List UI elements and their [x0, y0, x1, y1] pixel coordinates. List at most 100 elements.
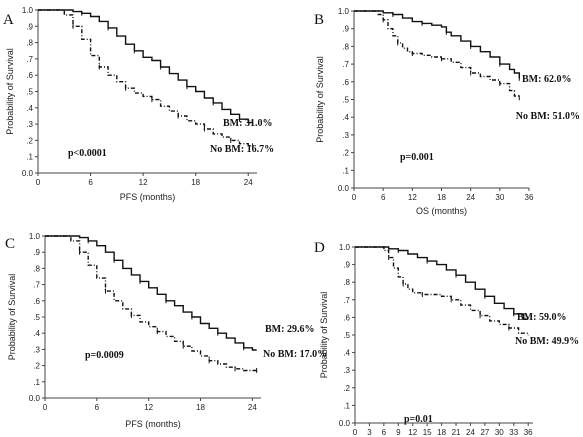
x-tick-label: 9 [396, 428, 401, 437]
y-tick-label: 1.0 [339, 243, 351, 252]
y-tick-label: .1 [26, 153, 33, 162]
x-tick-label: 30 [495, 193, 504, 202]
x-tick-label: 6 [88, 178, 93, 187]
curve-no-bm [355, 246, 529, 336]
y-tick-label: .2 [342, 149, 349, 158]
panel-b: B 0.0 .1 .2 .3 .4 .5 .6 .7 .8 .9 1.0 0 6 12 18 24 30 36 OS … [314, 7, 580, 216]
x-tick-label: 33 [509, 428, 518, 437]
bm-rate-label: BM: 62.0% [522, 74, 571, 85]
x-tick-label: 21 [452, 428, 461, 437]
bm-rate-label: BM: 59.0% [517, 312, 566, 323]
curve-no-bm [354, 10, 520, 98]
p-value-label: p<0.0001 [68, 148, 107, 159]
y-tick-label: 1.0 [338, 7, 350, 16]
y-axis-title: Probability of Survival [319, 292, 329, 379]
x-tick-label: 24 [248, 403, 257, 412]
y-tick-label: .7 [343, 296, 350, 305]
y-tick-label: .9 [343, 261, 350, 270]
y-tick-label: .6 [26, 71, 33, 80]
y-tick-label: .2 [33, 362, 40, 371]
x-tick-label: 0 [36, 178, 41, 187]
x-tick-label: 12 [408, 428, 417, 437]
curve-bm [45, 235, 257, 351]
y-tick-label: .3 [26, 120, 33, 129]
y-tick-label: 1.0 [29, 232, 41, 241]
y-tick-label: 0.0 [22, 169, 34, 178]
panel-c: C 0.0 .1 .2 .3 .4 .5 .6 .7 .8 .9 1.0 0 6 12 18 24 PFS (mo… [5, 232, 327, 429]
x-tick-label: 12 [139, 178, 148, 187]
bm-rate-label: BM: 29.6% [265, 324, 314, 335]
x-tick-label: 12 [144, 403, 153, 412]
x-tick-label: 30 [495, 428, 504, 437]
y-tick-label: .6 [33, 297, 40, 306]
y-tick-label: .3 [342, 131, 349, 140]
x-tick-label: 36 [525, 193, 534, 202]
y-tick-label: .4 [343, 349, 350, 358]
y-tick-label: .6 [343, 313, 350, 322]
y-tick-label: .5 [343, 331, 350, 340]
x-axis-title: OS (months) [416, 206, 467, 216]
x-tick-label: 24 [466, 428, 475, 437]
curve-no-bm [45, 235, 257, 372]
y-tick-label: .5 [342, 96, 349, 105]
y-tick-label: .1 [343, 401, 350, 410]
y-tick-label: .5 [26, 88, 33, 97]
y-tick-label: 1.0 [22, 6, 34, 15]
y-tick-label: .6 [342, 78, 349, 87]
curve-bm [38, 9, 253, 124]
x-axis-title: PFS (months) [125, 419, 181, 429]
y-tick-label: .1 [33, 378, 40, 387]
panel-d: D0.0.1.2.3.4.5.6.7.8.91.00 3 6 9 12 15 18 21 24 2… [314, 240, 579, 437]
panel-label: D [314, 240, 325, 256]
y-tick-label: .8 [343, 278, 350, 287]
no-bm-rate-label: No BM: 51.0% [516, 111, 580, 122]
panel-label: C [5, 236, 15, 252]
y-tick-label: 0.0 [339, 419, 351, 428]
y-tick-label: .7 [342, 60, 349, 69]
x-tick-label: 18 [437, 193, 446, 202]
no-bm-rate-label: No BM: 49.9% [515, 336, 579, 347]
x-tick-label: 27 [480, 428, 489, 437]
curve-bm [355, 246, 529, 320]
bm-rate-label: BM: 31.0% [223, 118, 272, 129]
x-tick-label: 0 [353, 428, 358, 437]
y-tick-label: .3 [33, 345, 40, 354]
y-tick-label: .2 [26, 136, 33, 145]
y-tick-label: .7 [26, 55, 33, 64]
x-tick-label: 24 [466, 193, 475, 202]
y-tick-label: .2 [343, 384, 350, 393]
y-tick-label: 0.0 [338, 184, 350, 193]
y-tick-label: .9 [342, 25, 349, 34]
panel-label: B [314, 12, 324, 28]
y-tick-label: .8 [33, 264, 40, 273]
y-axis-title: Probability of Survival [7, 274, 17, 361]
y-tick-label: .4 [26, 104, 33, 113]
x-tick-label: 6 [95, 403, 100, 412]
x-tick-label: 15 [423, 428, 432, 437]
x-tick-label: 24 [244, 178, 253, 187]
y-tick-label: .7 [33, 281, 40, 290]
y-tick-label: 0.0 [29, 394, 41, 403]
p-value-label: p=0.001 [400, 152, 434, 163]
y-tick-label: .8 [26, 39, 33, 48]
x-tick-label: 3 [367, 428, 372, 437]
x-tick-label: 36 [524, 428, 533, 437]
no-bm-rate-label: No BM: 16.7% [210, 144, 274, 155]
x-tick-label: 6 [382, 428, 387, 437]
x-axis-title: PFS (months) [120, 192, 176, 202]
y-tick-label: .3 [343, 366, 350, 375]
y-axis-title: Probability of Survival [5, 48, 15, 135]
x-tick-label: 0 [43, 403, 48, 412]
panel-a: A 0.0 .1 .2 .3 .4 .5 .6 .7 .8 .9 1.0 0 6 12 18 24 PFS (mo… [3, 6, 274, 202]
y-tick-label: .9 [33, 248, 40, 257]
x-tick-label: 6 [381, 193, 386, 202]
y-tick-label: .4 [33, 329, 40, 338]
panel-label: A [3, 12, 14, 28]
y-tick-label: .8 [342, 42, 349, 51]
x-tick-label: 18 [191, 178, 200, 187]
x-tick-label: 0 [352, 193, 357, 202]
y-tick-label: .1 [342, 166, 349, 175]
x-tick-label: 18 [196, 403, 205, 412]
curve-no-bm [38, 9, 253, 147]
